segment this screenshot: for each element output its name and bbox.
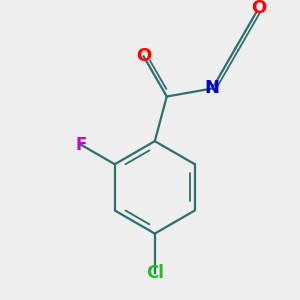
Text: Cl: Cl xyxy=(146,264,164,282)
Text: F: F xyxy=(75,136,86,154)
Text: O: O xyxy=(136,47,151,65)
Text: N: N xyxy=(205,80,220,98)
Text: O: O xyxy=(251,0,266,17)
